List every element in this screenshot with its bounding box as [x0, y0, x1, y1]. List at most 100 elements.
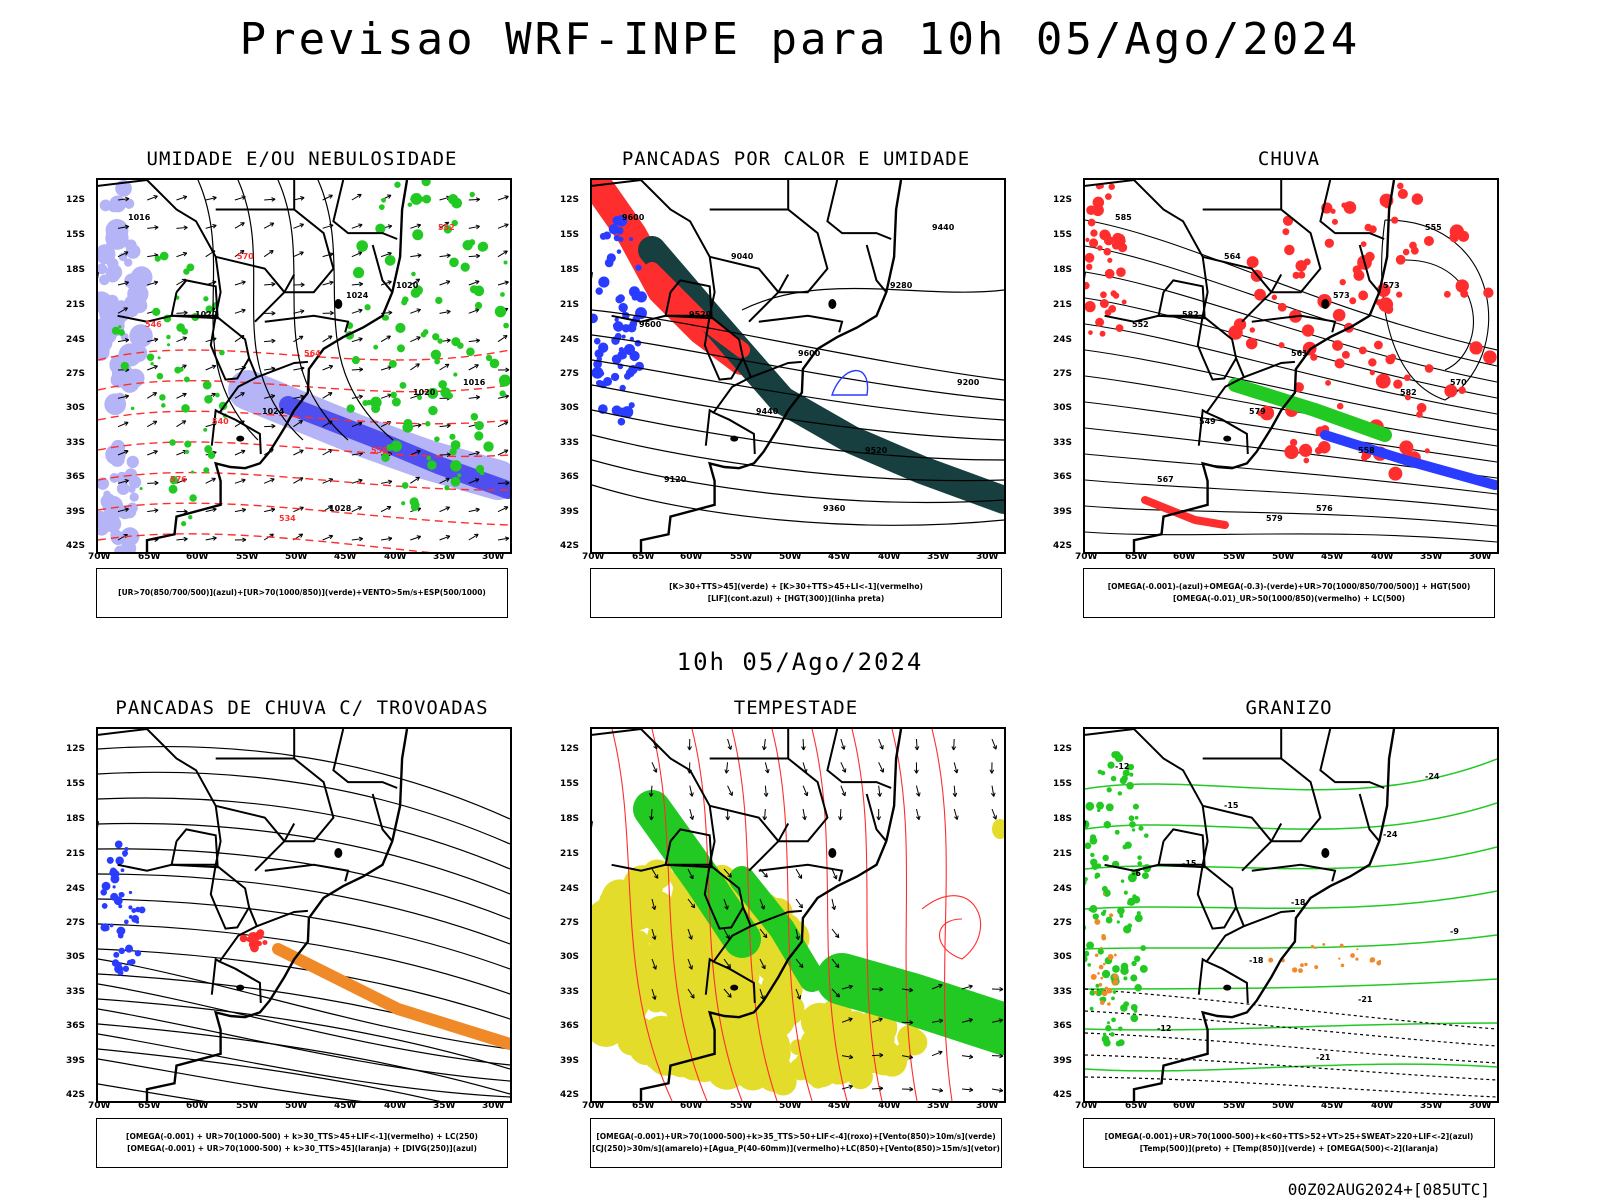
- longitude-label: 50W: [779, 1101, 802, 1111]
- contour-label: 1020: [413, 388, 436, 397]
- latitude-label: 21S: [560, 849, 580, 859]
- longitude-label: 45W: [1321, 1101, 1344, 1111]
- contour-label: 582: [1182, 310, 1199, 319]
- latitude-label: 24S: [66, 884, 86, 894]
- longitude-label: 65W: [138, 1101, 161, 1111]
- contour-label: 576: [1316, 504, 1333, 513]
- map-graphic: [592, 729, 1004, 1101]
- latitude-label: 33S: [560, 987, 580, 997]
- panel-title: PANCADAS POR CALOR E UMIDADE: [621, 148, 971, 170]
- contour-label: -18: [1249, 956, 1264, 965]
- latitude-label: 39S: [560, 1056, 580, 1066]
- panel-legend: [K>30+TTS>45](verde) + [K>30+TTS>45+LI<-…: [590, 568, 1002, 618]
- longitude-label: 65W: [632, 552, 655, 562]
- latitude-label: 15S: [560, 779, 580, 789]
- contour-label: 9600: [798, 349, 821, 358]
- contour-label: 579: [1249, 407, 1266, 416]
- contour-label: -15: [1182, 859, 1197, 868]
- longitude-label: 35W: [433, 1101, 456, 1111]
- latitude-label: 39S: [66, 1056, 86, 1066]
- longitude-label: 40W: [384, 552, 407, 562]
- latitude-label: 18S: [1053, 814, 1073, 824]
- map-graphic: 1016 1020 1024 1028 1020 1016 576 570 564 558 552 5…: [98, 180, 510, 552]
- latitude-label: 36S: [560, 472, 580, 482]
- legend-line: [OMEGA(-0.001)+UR>70(1000-500)+k>35_TTS>…: [596, 1132, 996, 1141]
- latitude-label: 15S: [66, 779, 86, 789]
- legend-line: [OMEGA(-0.001)-(azul)+OMEGA(-0.3)-(verde…: [1107, 582, 1471, 591]
- longitude-label: 30W: [482, 1101, 505, 1111]
- longitude-label: 35W: [927, 1101, 950, 1111]
- longitude-label: 70W: [88, 1101, 111, 1111]
- longitude-label: 45W: [1321, 552, 1344, 562]
- contour-label: -21: [1358, 995, 1373, 1004]
- longitude-label: 50W: [285, 1101, 308, 1111]
- latitude-label: 30S: [1053, 403, 1073, 413]
- contour-label: 1016: [463, 378, 486, 387]
- weather-map: 1016 1020 1024 1028 1020 1016 576 570 564 558 552 5…: [96, 178, 512, 554]
- contour-label: 9440: [932, 223, 955, 232]
- latitude-label: 24S: [1053, 884, 1073, 894]
- contour-label: 9040: [731, 252, 754, 261]
- longitude-label: 45W: [828, 1101, 851, 1111]
- latitude-label: 12S: [560, 195, 580, 205]
- latitude-label: 42S: [66, 541, 86, 551]
- latitude-label: 12S: [560, 744, 580, 754]
- contour-label: 9440: [756, 407, 779, 416]
- contour-label: 570: [237, 252, 254, 261]
- legend-line: [LIF](cont.azul) + [HGT(300)](linha pret…: [707, 594, 885, 603]
- contour-label: 9360: [823, 504, 846, 513]
- latitude-label: 36S: [1053, 472, 1073, 482]
- longitude-label: 55W: [236, 1101, 259, 1111]
- longitude-label: 55W: [1223, 1101, 1246, 1111]
- latitude-label: 33S: [1053, 438, 1073, 448]
- latitude-label: 36S: [1053, 1021, 1073, 1031]
- contour-label: 573: [1333, 291, 1350, 300]
- contour-label: 561: [1291, 349, 1308, 358]
- contour-label: 579: [1266, 514, 1283, 523]
- longitude-label: 30W: [482, 552, 505, 562]
- contour-label: 9520: [689, 310, 712, 319]
- latitude-label: 33S: [560, 438, 580, 448]
- contour-label: -12: [1157, 1024, 1171, 1033]
- weather-map: [590, 727, 1006, 1103]
- contour-label: -24: [1383, 830, 1398, 839]
- longitude-label: 65W: [138, 552, 161, 562]
- latitude-label: 30S: [66, 403, 86, 413]
- latitude-label: 33S: [1053, 987, 1073, 997]
- legend-line: [OMEGA(-0.001)+UR>70(1000-500)+k<60+TTS>…: [1104, 1132, 1474, 1141]
- longitude-label: 40W: [1371, 1101, 1394, 1111]
- latitude-label: 15S: [66, 230, 86, 240]
- contour-label: -6: [1132, 869, 1141, 878]
- contour-label: 555: [1425, 223, 1442, 232]
- latitude-label: 42S: [1053, 541, 1073, 551]
- latitude-label: 42S: [560, 541, 580, 551]
- longitude-label: 60W: [680, 552, 703, 562]
- latitude-label: 42S: [1053, 1090, 1073, 1100]
- panel-title: UMIDADE E/OU NEBULOSIDADE: [146, 148, 458, 170]
- contour-label: 9280: [890, 281, 913, 290]
- panel-legend: [OMEGA(-0.001)+UR>70(1000-500)+k<60+TTS>…: [1083, 1118, 1495, 1168]
- latitude-label: 27S: [66, 369, 86, 379]
- longitude-label: 35W: [433, 552, 456, 562]
- weather-map: 9600 9520 9440 9360 9280 9200 9120 9040 9600 9520…: [590, 178, 1006, 554]
- contour-label: 558: [371, 446, 388, 455]
- contour-label: 585: [1115, 213, 1132, 222]
- latitude-label: 15S: [1053, 779, 1073, 789]
- longitude-label: 50W: [779, 552, 802, 562]
- contour-label: 552: [1132, 320, 1149, 329]
- longitude-label: 30W: [976, 1101, 999, 1111]
- latitude-label: 39S: [560, 507, 580, 517]
- contour-label: 570: [1450, 378, 1467, 387]
- latitude-label: 27S: [66, 918, 86, 928]
- contour-label: 564: [304, 349, 321, 358]
- contour-label: 9120: [664, 475, 687, 484]
- latitude-label: 27S: [560, 369, 580, 379]
- longitude-label: 60W: [186, 552, 209, 562]
- latitude-label: 18S: [66, 265, 86, 275]
- latitude-label: 24S: [560, 335, 580, 345]
- longitude-label: 70W: [1075, 1101, 1098, 1111]
- panel-legend: [UR>70(850/700/500)](azul)+[UR>70(1000/8…: [96, 568, 508, 618]
- contour-label: -24: [1425, 772, 1440, 781]
- contour-label: 1024: [262, 407, 285, 416]
- contour-label: 540: [212, 417, 229, 426]
